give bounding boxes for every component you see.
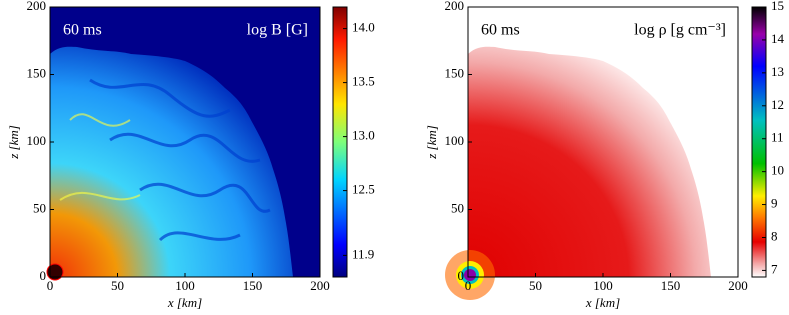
x-axis-label: x [km] [167, 295, 202, 310]
colorbar-tick-label: 12.5 [352, 182, 375, 197]
colorbar-tick-label: 13.5 [352, 74, 375, 89]
y-tick-label: 200 [445, 0, 465, 13]
colorbar-tick-label: 14.0 [352, 20, 375, 35]
x-tick-label: 100 [175, 278, 195, 293]
y-tick-label: 150 [27, 65, 47, 80]
x-tick-label: 150 [243, 278, 263, 293]
field-region [50, 46, 293, 277]
time-label: 60 ms [481, 22, 520, 39]
colorbar-tick-label: 14 [771, 31, 785, 46]
colorbar-tick-label: 9 [771, 196, 778, 211]
colorbar-tick-label: 7 [771, 261, 778, 276]
turbulence [89, 78, 271, 242]
y-tick-label: 100 [27, 133, 47, 148]
colorbar-tick-label: 15 [771, 0, 784, 13]
density-region [468, 46, 711, 277]
y-tick-label: 150 [445, 65, 465, 80]
core [46, 263, 64, 281]
x-axis-label: x [km] [585, 295, 620, 310]
colorbar [751, 6, 767, 278]
colorbar [332, 6, 348, 278]
y-axis-label: z [km] [6, 125, 21, 160]
y-tick-label: 100 [445, 133, 465, 148]
x-tick-label: 50 [529, 278, 542, 293]
colorbar-tick-label: 12 [771, 97, 784, 112]
x-tick-label: 0 [465, 278, 472, 293]
y-tick-label: 0 [458, 268, 465, 283]
x-tick-label: 0 [47, 278, 54, 293]
x-tick-label: 100 [593, 278, 613, 293]
y-axis-label: z [km] [424, 125, 439, 160]
y-tick-label: 50 [33, 200, 46, 215]
colorbar-tick-label: 13 [771, 64, 784, 79]
x-tick-label: 200 [728, 278, 748, 293]
x-tick-label: 150 [661, 278, 681, 293]
colorbar-tick-label: 8 [771, 228, 778, 243]
quantity-label: log B [G] [247, 22, 308, 39]
y-tick-label: 50 [451, 200, 464, 215]
y-tick-label: 0 [40, 268, 47, 283]
time-label: 60 ms [63, 22, 102, 39]
y-tick-label: 200 [27, 0, 47, 13]
colorbar-tick-label: 10 [771, 163, 784, 178]
quantity-label: log ρ [g cm⁻³] [634, 22, 726, 39]
colorbar-tick-label: 11.9 [352, 246, 374, 261]
x-tick-label: 200 [310, 278, 330, 293]
colorbar-tick-label: 11 [771, 130, 784, 145]
x-tick-label: 50 [111, 278, 124, 293]
colorbar-tick-label: 13.0 [352, 128, 375, 143]
